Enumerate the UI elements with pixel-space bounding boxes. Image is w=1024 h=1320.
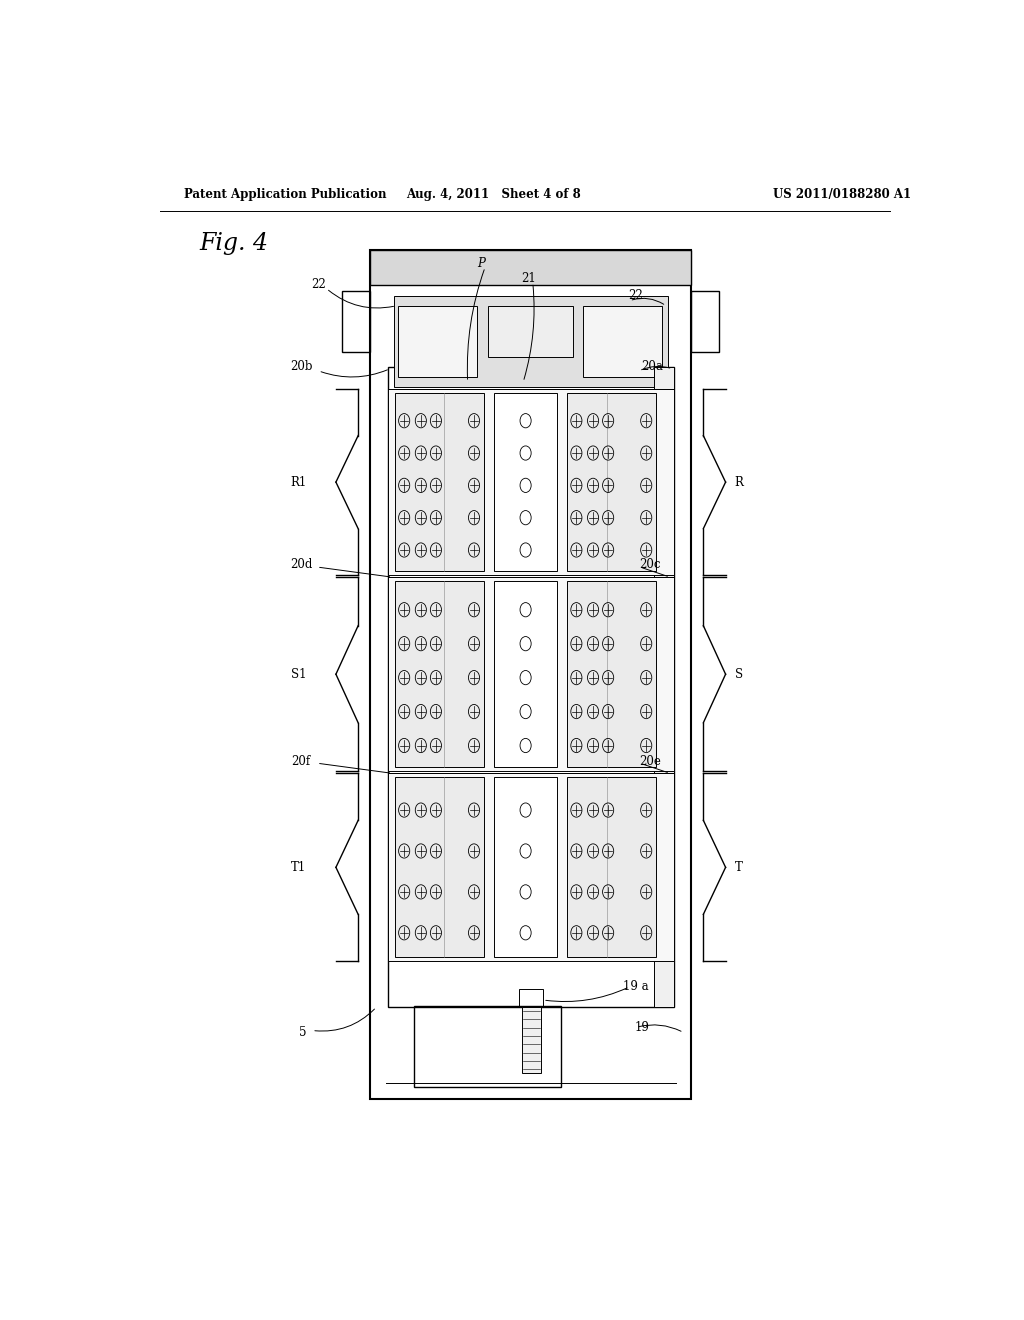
Text: 22: 22: [629, 289, 643, 302]
Text: 20d: 20d: [290, 558, 312, 572]
Circle shape: [520, 803, 531, 817]
Circle shape: [520, 478, 531, 492]
Bar: [370, 249, 691, 1098]
Text: 20b: 20b: [290, 360, 312, 374]
Text: 19: 19: [635, 1020, 649, 1034]
Circle shape: [520, 603, 531, 616]
Circle shape: [520, 671, 531, 685]
Bar: [567, 393, 655, 572]
Circle shape: [520, 413, 531, 428]
Text: US 2011/0188280 A1: US 2011/0188280 A1: [773, 189, 911, 202]
Bar: [567, 581, 655, 767]
Text: S: S: [735, 668, 743, 681]
Circle shape: [520, 925, 531, 940]
Bar: [394, 393, 483, 572]
Bar: [691, 290, 719, 351]
Bar: [397, 306, 477, 378]
Bar: [342, 290, 370, 351]
Text: R1: R1: [291, 475, 307, 488]
Text: 22: 22: [311, 279, 326, 290]
Text: Aug. 4, 2011   Sheet 4 of 8: Aug. 4, 2011 Sheet 4 of 8: [406, 189, 581, 202]
Bar: [487, 306, 573, 356]
Text: P: P: [477, 256, 485, 269]
Bar: [521, 1007, 542, 1073]
Bar: [414, 1006, 560, 1088]
Text: 20c: 20c: [639, 558, 660, 572]
Bar: [494, 777, 557, 957]
Bar: [394, 777, 483, 957]
Bar: [494, 581, 557, 767]
Bar: [567, 777, 655, 957]
Circle shape: [520, 446, 531, 461]
Circle shape: [520, 705, 531, 718]
Text: 20e: 20e: [639, 755, 662, 768]
Circle shape: [520, 843, 531, 858]
Text: 20a: 20a: [641, 360, 663, 374]
Bar: [394, 296, 668, 387]
Text: T1: T1: [291, 861, 306, 874]
Bar: [388, 774, 674, 961]
Text: Fig. 4: Fig. 4: [200, 232, 268, 255]
Text: Patent Application Publication: Patent Application Publication: [183, 189, 386, 202]
Bar: [654, 367, 674, 1007]
Circle shape: [520, 511, 531, 525]
Bar: [388, 367, 674, 1007]
Bar: [394, 581, 483, 767]
Text: 21: 21: [521, 272, 537, 285]
Text: 20f: 20f: [292, 755, 310, 768]
Circle shape: [520, 884, 531, 899]
Text: T: T: [735, 861, 743, 874]
Bar: [388, 577, 674, 771]
Circle shape: [520, 636, 531, 651]
Text: R: R: [734, 475, 743, 488]
Bar: [388, 389, 674, 576]
Bar: [519, 989, 543, 1007]
Text: 19 a: 19 a: [623, 981, 649, 993]
Bar: [494, 393, 557, 572]
Text: 5: 5: [299, 1026, 306, 1039]
Circle shape: [520, 738, 531, 752]
Bar: [370, 249, 691, 285]
Text: S1: S1: [291, 668, 306, 681]
Bar: [583, 306, 663, 378]
Circle shape: [520, 543, 531, 557]
